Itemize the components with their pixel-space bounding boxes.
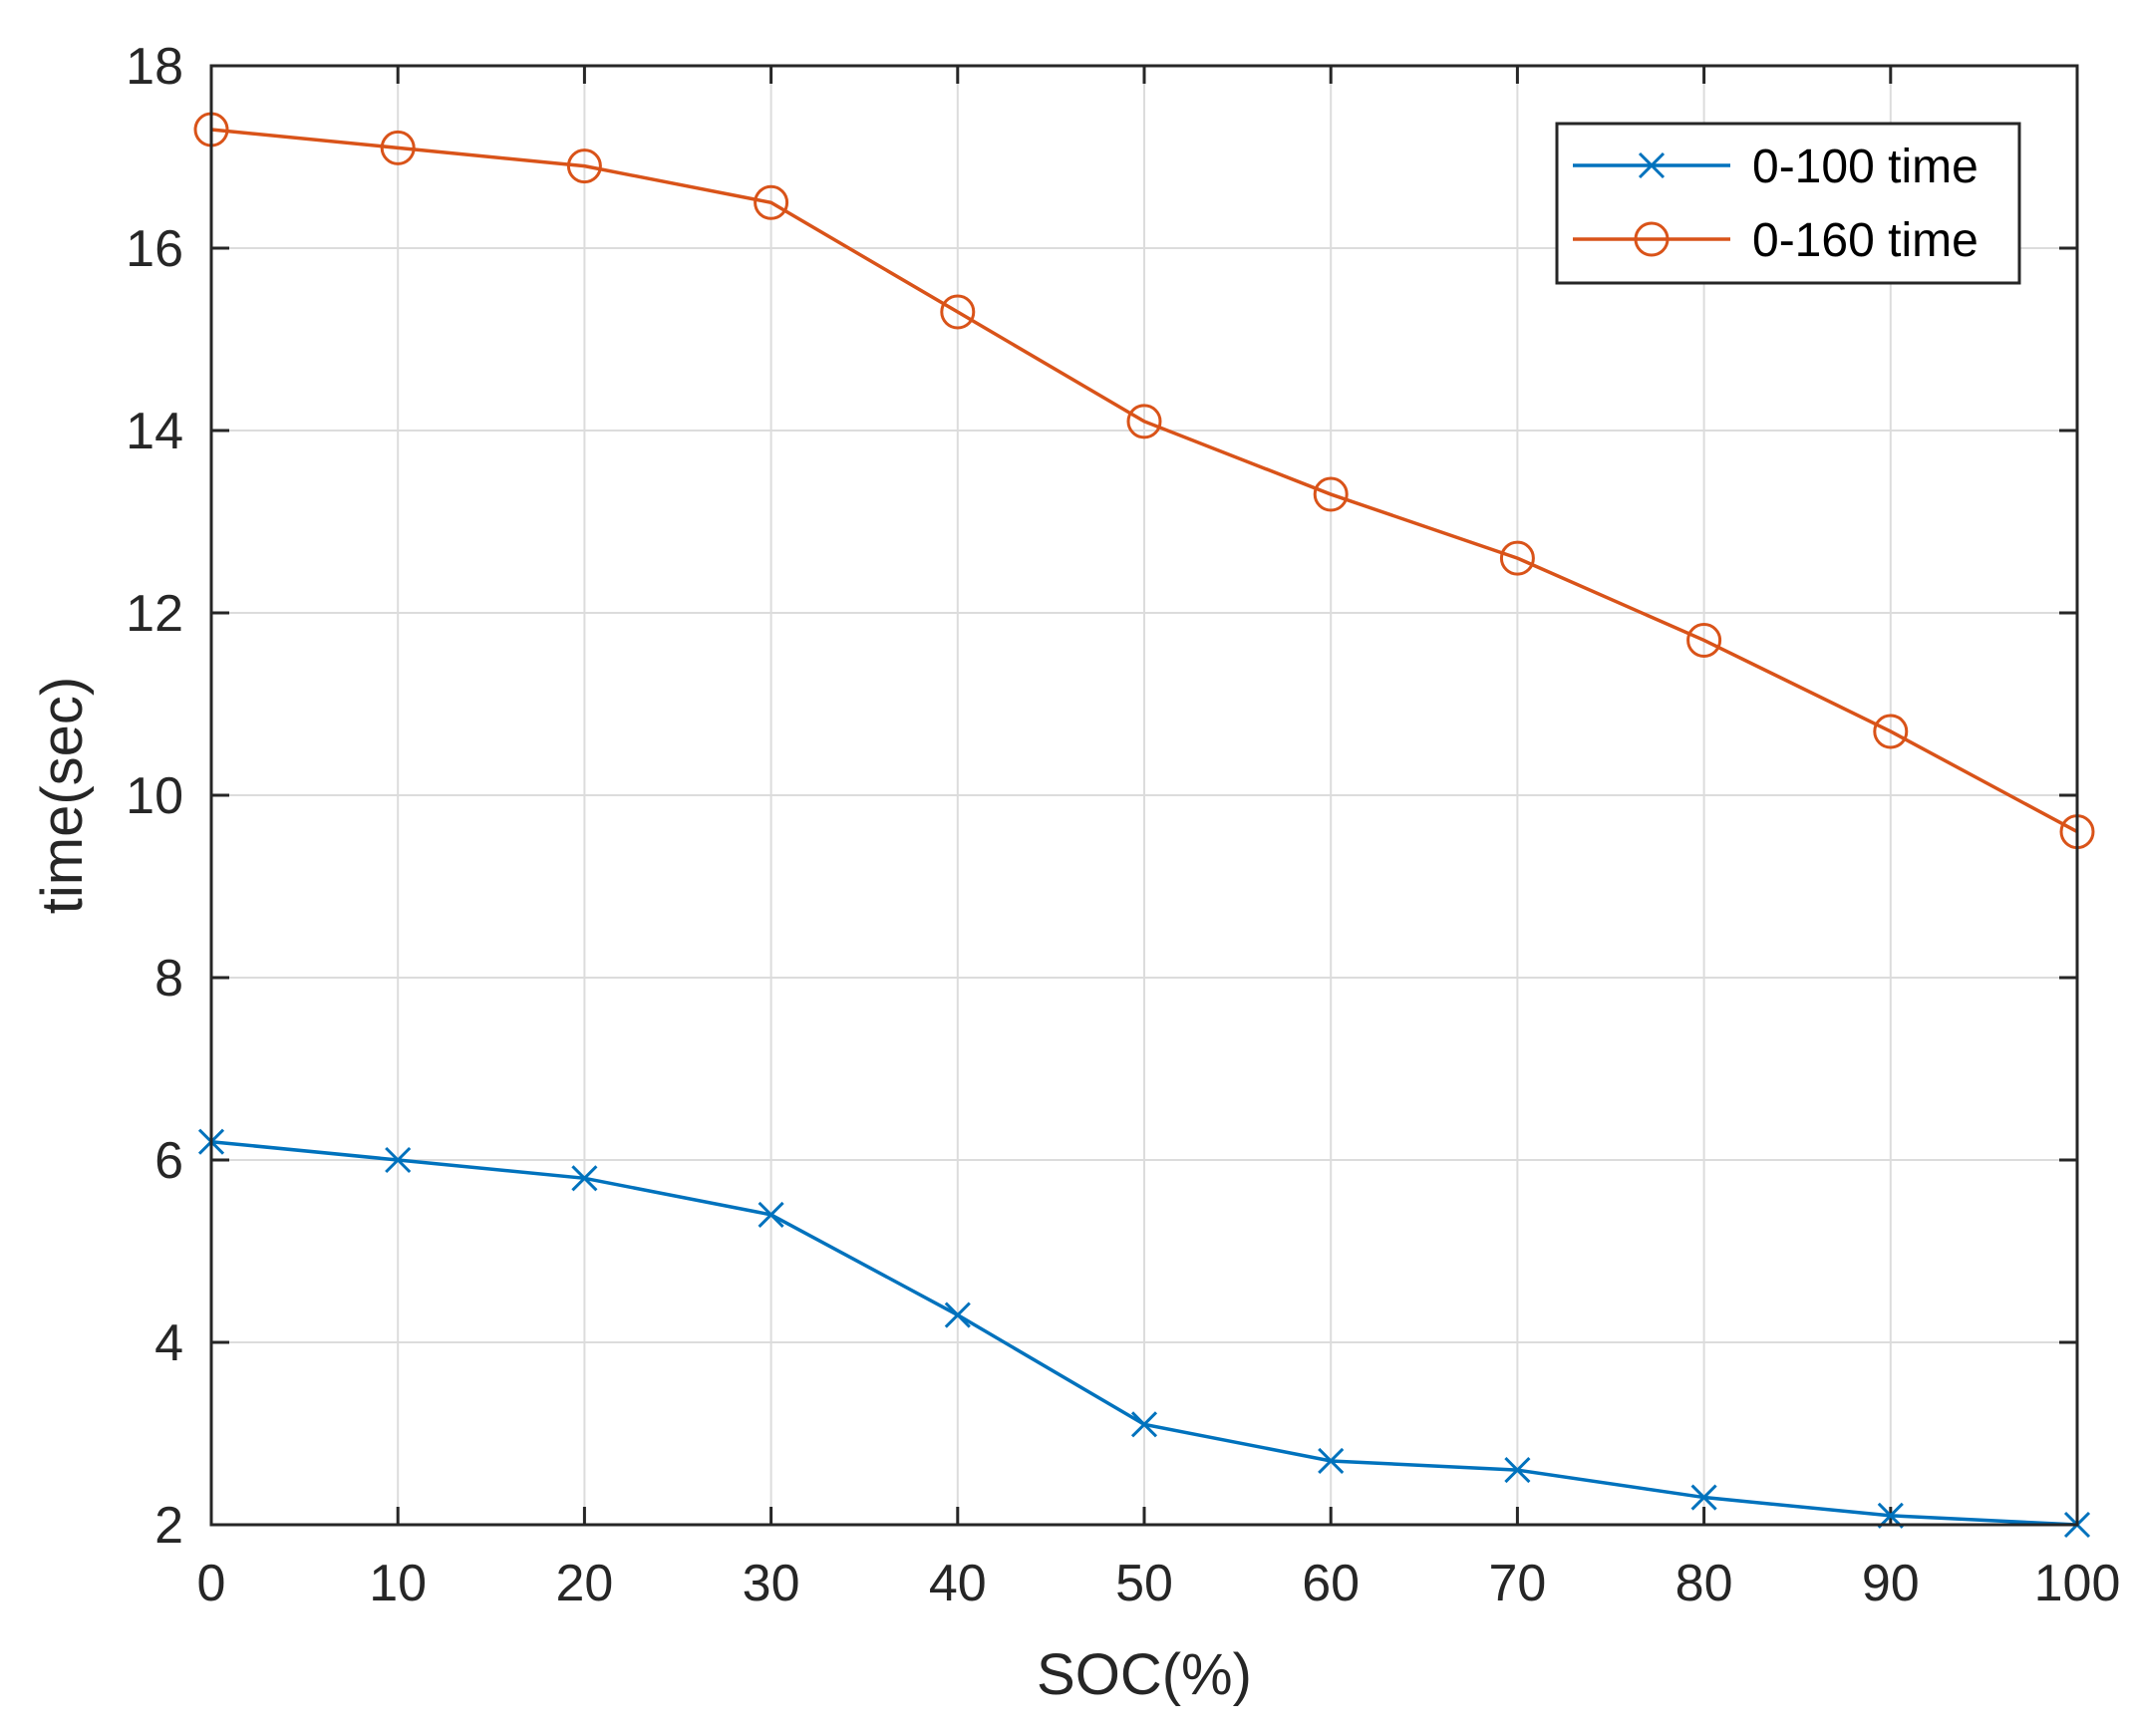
marker-stroke <box>1318 1447 1345 1475</box>
x-tick-label: 0 <box>197 1555 226 1612</box>
marker-stroke <box>1638 151 1666 179</box>
data-point <box>944 1302 971 1328</box>
legend: 0-100 time 0-160 time <box>1555 122 2021 285</box>
y-tick-label: 12 <box>126 585 183 643</box>
data-point <box>758 1201 784 1228</box>
tick-labels: 0 10 20 30 40 50 60 70 80 90 100 2 4 6 8 10 12 14 16 18 <box>126 38 2120 1612</box>
x-tick-label: 10 <box>369 1555 427 1612</box>
data-point <box>1686 622 1722 658</box>
legend-entry: 0-100 time <box>1573 141 1979 193</box>
x-tick-label: 70 <box>1488 1555 1546 1612</box>
x-tick-label: 40 <box>929 1555 987 1612</box>
legend-label: 0-100 time <box>1752 141 1979 193</box>
x-tick-label: 100 <box>2034 1555 2121 1612</box>
marker-stroke <box>758 1201 784 1228</box>
x-tick-label: 90 <box>1862 1555 1920 1612</box>
legend-marker <box>1638 151 1666 179</box>
data-point <box>1130 1411 1158 1438</box>
legend-entry: 0-160 time <box>1573 214 1979 267</box>
y-tick-label: 4 <box>154 1314 183 1372</box>
data-point <box>1313 476 1349 512</box>
data-point <box>385 1146 412 1174</box>
x-tick-label: 50 <box>1115 1555 1173 1612</box>
data-point <box>1873 714 1909 749</box>
data-point <box>380 130 416 165</box>
legend-label: 0-160 time <box>1752 214 1979 267</box>
data-point <box>1504 1457 1531 1484</box>
marker-stroke <box>1690 1484 1717 1511</box>
series-blue <box>197 1128 2091 1539</box>
data-point <box>940 294 976 330</box>
data-point <box>1318 1447 1345 1475</box>
data-point <box>1499 540 1535 576</box>
marker-stroke <box>571 1165 598 1192</box>
x-tick-label: 80 <box>1675 1555 1733 1612</box>
data-point <box>566 148 602 184</box>
series-line <box>210 128 2078 834</box>
data-point <box>1690 1484 1717 1511</box>
x-axis-label: SOC(%) <box>1037 1642 1252 1707</box>
series-orange <box>193 112 2095 850</box>
x-tick-label: 30 <box>743 1555 800 1612</box>
marker-stroke <box>944 1302 971 1328</box>
plot-frame <box>209 64 2079 1527</box>
x-tick-label: 60 <box>1302 1555 1360 1612</box>
y-tick-label: 10 <box>126 767 183 825</box>
y-tick-label: 2 <box>154 1497 183 1555</box>
data-point <box>571 1165 598 1192</box>
marker-stroke <box>385 1146 412 1174</box>
data-point <box>1126 404 1162 439</box>
data-point <box>754 184 789 220</box>
series-layer <box>193 112 2095 1539</box>
y-tick-label: 18 <box>126 38 183 96</box>
x-tick-label: 20 <box>555 1555 613 1612</box>
y-axis-label: time(sec) <box>30 677 95 914</box>
marker-stroke <box>1504 1457 1531 1484</box>
legend-marker <box>1634 221 1670 257</box>
y-tick-label: 14 <box>126 403 183 460</box>
y-tick-label: 6 <box>154 1132 183 1190</box>
y-tick-label: 8 <box>154 950 183 1008</box>
legend-box <box>1555 122 2021 285</box>
y-tick-label: 16 <box>126 220 183 278</box>
marker-stroke <box>1130 1411 1158 1438</box>
